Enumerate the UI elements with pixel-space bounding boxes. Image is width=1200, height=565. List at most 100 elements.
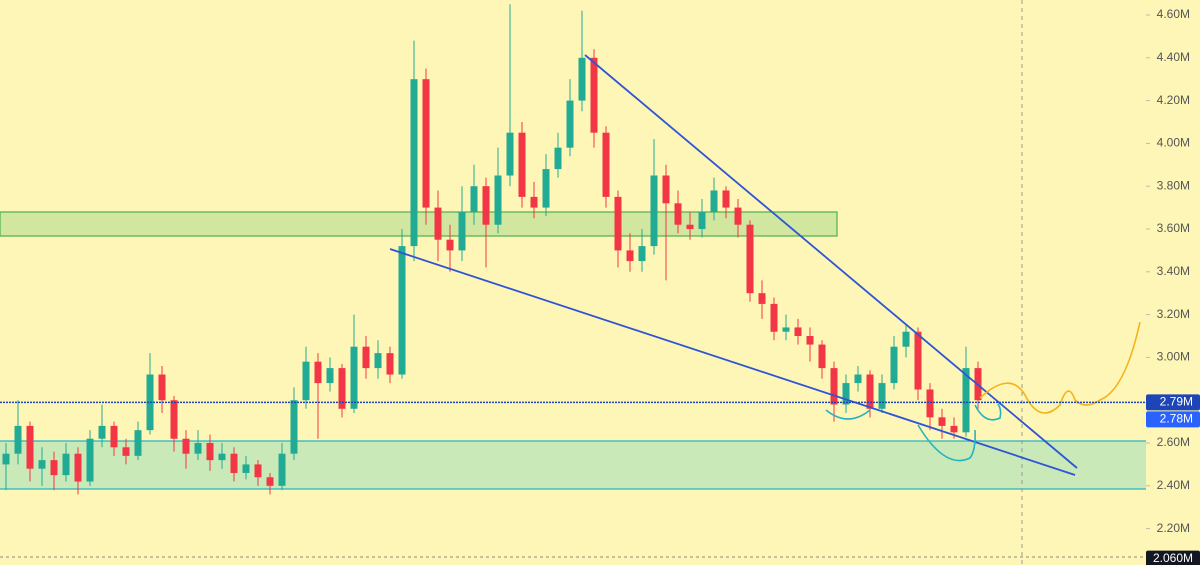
candle-body bbox=[650, 175, 658, 247]
candle-body bbox=[866, 374, 874, 409]
candle-body bbox=[638, 246, 646, 262]
candle-body bbox=[194, 443, 202, 454]
candle-body bbox=[554, 147, 562, 170]
candle-body bbox=[962, 368, 970, 433]
candle-body bbox=[602, 132, 610, 197]
support-zone bbox=[0, 441, 1146, 489]
candle-body bbox=[482, 186, 490, 225]
candle-body bbox=[674, 203, 682, 225]
candle-body bbox=[110, 425, 118, 448]
candle-body bbox=[218, 453, 226, 461]
pattern-curve bbox=[974, 403, 1002, 421]
y-tick-label: 3.80M bbox=[1157, 178, 1190, 192]
drawings bbox=[0, 0, 1146, 565]
candle-body bbox=[830, 368, 838, 405]
candle-body bbox=[818, 344, 826, 369]
candle-body bbox=[122, 447, 130, 456]
candle-body bbox=[314, 361, 322, 384]
y-tick-label: 2.40M bbox=[1157, 478, 1190, 492]
resistance-zone bbox=[0, 211, 838, 237]
candle-body bbox=[242, 464, 250, 473]
candle-body bbox=[770, 303, 778, 332]
candle-body bbox=[254, 464, 262, 478]
candle-body bbox=[446, 239, 454, 251]
candle-body bbox=[842, 383, 850, 405]
price-tag-label: 2.79M bbox=[1160, 395, 1193, 409]
candle-body bbox=[938, 417, 946, 426]
candle-body bbox=[614, 196, 622, 251]
candle-body bbox=[626, 250, 634, 262]
candle-body bbox=[62, 453, 70, 476]
y-tick-label: 2.60M bbox=[1157, 435, 1190, 449]
price-tag bbox=[1146, 550, 1200, 565]
candle-body bbox=[434, 207, 442, 240]
candle-body bbox=[230, 453, 238, 473]
pattern-curve bbox=[825, 409, 871, 420]
candle-body bbox=[170, 400, 178, 439]
candle-body bbox=[134, 430, 142, 456]
candle-body bbox=[686, 224, 694, 229]
candle-body bbox=[278, 453, 286, 486]
y-tick-label: 4.20M bbox=[1157, 93, 1190, 107]
candle-body bbox=[854, 374, 862, 384]
candle-body bbox=[74, 453, 82, 482]
candle-body bbox=[950, 425, 958, 433]
candle-body bbox=[266, 477, 274, 486]
y-tick-label: 3.00M bbox=[1157, 350, 1190, 364]
y-tick-label: 4.00M bbox=[1157, 136, 1190, 150]
candle-body bbox=[494, 175, 502, 225]
candle-body bbox=[398, 246, 406, 375]
overlays bbox=[0, 54, 1146, 476]
candle-body bbox=[578, 57, 586, 101]
candle-body bbox=[794, 327, 802, 337]
candle-body bbox=[458, 211, 466, 251]
candle-body bbox=[14, 425, 22, 454]
candle-body bbox=[806, 336, 814, 345]
candle-body bbox=[362, 346, 370, 369]
candle-body bbox=[506, 132, 514, 176]
candle-body bbox=[746, 224, 754, 294]
price-tag-label: 2.78M bbox=[1160, 412, 1193, 426]
pattern-curve bbox=[917, 424, 976, 462]
candle-body bbox=[926, 389, 934, 418]
candle-body bbox=[530, 196, 538, 208]
candle-body bbox=[914, 331, 922, 390]
candle-body bbox=[326, 368, 334, 384]
candles bbox=[2, 4, 982, 495]
candle-body bbox=[710, 190, 718, 212]
candle-body bbox=[758, 293, 766, 304]
candle-body bbox=[98, 425, 106, 439]
candle-body bbox=[182, 438, 190, 454]
candle-body bbox=[50, 460, 58, 476]
candle-body bbox=[734, 207, 742, 225]
candle-body bbox=[698, 211, 706, 229]
candle-body bbox=[470, 186, 478, 212]
y-tick-label: 4.40M bbox=[1157, 50, 1190, 64]
y-tick-label: 4.60M bbox=[1157, 7, 1190, 21]
candle-body bbox=[422, 79, 430, 208]
candle-body bbox=[338, 368, 346, 409]
candle-body bbox=[662, 175, 670, 204]
candle-body bbox=[722, 190, 730, 208]
candle-body bbox=[290, 400, 298, 454]
candle-body bbox=[902, 331, 910, 347]
y-tick-label: 2.20M bbox=[1157, 521, 1190, 535]
candle-body bbox=[518, 132, 526, 197]
y-tick-label: 3.20M bbox=[1157, 307, 1190, 321]
price-tag-label: 2.060M bbox=[1153, 551, 1193, 565]
candle-body bbox=[302, 361, 310, 401]
candle-body bbox=[878, 383, 886, 409]
y-tick-label: 3.40M bbox=[1157, 264, 1190, 278]
candle-body bbox=[374, 353, 382, 369]
candle-body bbox=[206, 443, 214, 461]
y-tick-label: 3.60M bbox=[1157, 221, 1190, 235]
candle-body bbox=[782, 327, 790, 332]
projection-path bbox=[979, 321, 1141, 414]
price-tag bbox=[1146, 394, 1200, 411]
candle-body bbox=[38, 460, 46, 469]
candle-body bbox=[350, 346, 358, 409]
candle-body bbox=[2, 453, 10, 465]
candle-body bbox=[890, 346, 898, 384]
